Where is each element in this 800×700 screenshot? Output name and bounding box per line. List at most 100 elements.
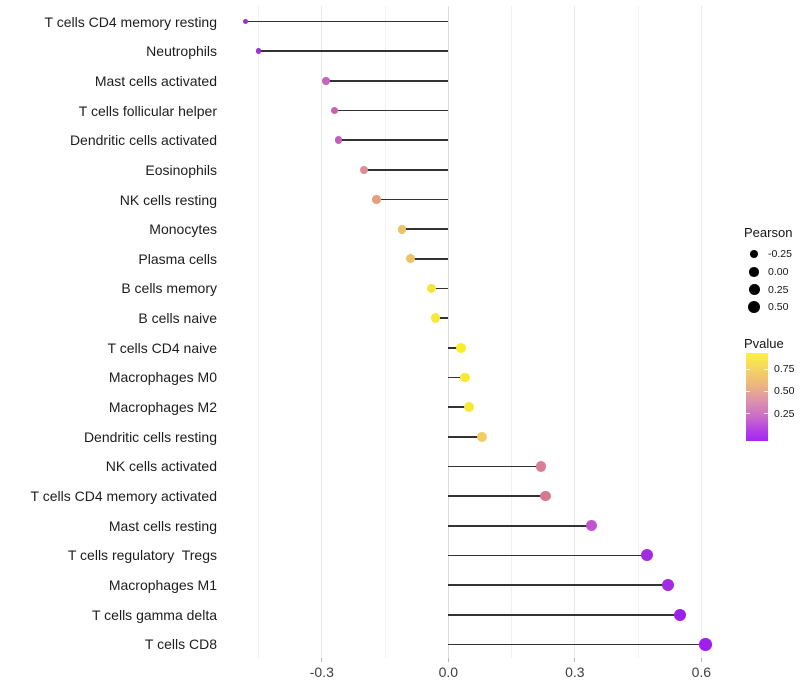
lollipop-dot bbox=[426, 283, 437, 294]
lollipop-stem bbox=[448, 347, 461, 349]
lollipop-stem bbox=[258, 50, 449, 52]
lollipop-stem bbox=[410, 258, 449, 260]
legend-pvalue-title: Pvalue bbox=[744, 336, 784, 351]
legend-size-label: -0.25 bbox=[768, 248, 792, 260]
x-axis-tick-mark bbox=[447, 658, 449, 662]
legend-size-label: 0.50 bbox=[768, 301, 789, 314]
lollipop-dot bbox=[243, 18, 249, 25]
colorbar-tick bbox=[764, 412, 768, 415]
colorbar-tick-label: 0.25 bbox=[774, 407, 795, 420]
colorbar-tick bbox=[746, 412, 750, 415]
lollipop-stem bbox=[435, 317, 449, 319]
x-axis-tick-label: 0.0 bbox=[438, 664, 459, 680]
category-label: T cells CD4 naive bbox=[107, 339, 217, 356]
lollipop-dot bbox=[477, 431, 487, 442]
lollipop-stem bbox=[448, 406, 470, 408]
lollipop-dot bbox=[372, 195, 381, 204]
lollipop-stem bbox=[448, 495, 546, 497]
lollipop-dot bbox=[330, 106, 339, 115]
lollipop-dot bbox=[431, 313, 441, 323]
colorbar-tick bbox=[746, 368, 750, 371]
colorbar-tick bbox=[764, 390, 768, 393]
legend-size-dot bbox=[747, 301, 761, 314]
lollipop-dot bbox=[359, 165, 369, 174]
x-axis-tick-label: 0.3 bbox=[565, 664, 585, 680]
legend-size-dot bbox=[750, 250, 758, 258]
lollipop-dot bbox=[586, 520, 598, 532]
lollipop-stem bbox=[448, 614, 681, 616]
category-label: Macrophages M1 bbox=[108, 577, 217, 593]
category-label: NK cells resting bbox=[119, 191, 217, 208]
lollipop-stem bbox=[448, 436, 482, 438]
category-label: T cells regulatory Tregs bbox=[67, 547, 217, 564]
gridline-minor bbox=[511, 6, 513, 658]
lollipop-dot bbox=[322, 77, 330, 85]
gridline-major bbox=[321, 6, 323, 658]
category-label: Mast cells resting bbox=[108, 517, 217, 534]
category-label: Neutrophils bbox=[146, 43, 217, 60]
legend-pearson-title: Pearson bbox=[744, 225, 793, 240]
lollipop-dot bbox=[674, 608, 687, 621]
lollipop-dot bbox=[255, 48, 262, 54]
category-label: Dendritic cells activated bbox=[69, 132, 217, 149]
lollipop-stem bbox=[448, 643, 706, 646]
legend-size-dot bbox=[748, 284, 760, 296]
category-label: T cells gamma delta bbox=[91, 606, 217, 623]
legend-size-label: 0.00 bbox=[768, 265, 789, 278]
lollipop-dot bbox=[464, 402, 475, 412]
lollipop-stem bbox=[334, 109, 449, 112]
lollipop-dot bbox=[640, 549, 653, 562]
category-label: T cells CD4 memory resting bbox=[44, 13, 217, 30]
category-label: Macrophages M0 bbox=[108, 369, 217, 386]
gridline-major bbox=[700, 6, 702, 658]
colorbar-tick-label: 0.50 bbox=[774, 385, 795, 398]
x-axis-tick-label: -0.3 bbox=[309, 664, 334, 680]
colorbar-tick-label: 0.75 bbox=[774, 363, 795, 376]
lollipop-stem bbox=[338, 139, 449, 141]
lollipop-dot bbox=[699, 638, 712, 651]
category-label: Macrophages M2 bbox=[108, 399, 217, 416]
lollipop-stem bbox=[448, 584, 668, 586]
category-label: B cells memory bbox=[121, 280, 217, 297]
category-label: T cells follicular helper bbox=[78, 102, 217, 119]
lollipop-dot bbox=[456, 342, 466, 353]
x-axis-tick-label: 0.6 bbox=[691, 664, 712, 680]
category-label: T cells CD8 bbox=[144, 636, 217, 653]
lollipop-dot bbox=[460, 372, 471, 383]
colorbar-tick bbox=[764, 368, 768, 371]
lollipop-stem bbox=[326, 80, 449, 82]
gridline-minor bbox=[637, 6, 639, 658]
lollipop-dot bbox=[334, 136, 343, 144]
lollipop-stem bbox=[448, 525, 592, 527]
lollipop-stem bbox=[376, 198, 449, 201]
gridline-major bbox=[574, 6, 576, 658]
lollipop-stem bbox=[364, 169, 449, 171]
category-label: Dendritic cells resting bbox=[83, 428, 217, 445]
legend-size-label: 0.25 bbox=[768, 283, 789, 296]
lollipop-stem bbox=[431, 287, 449, 290]
lollipop-stem bbox=[401, 228, 449, 230]
lollipop-stem bbox=[245, 20, 449, 23]
x-axis-tick-mark bbox=[574, 658, 576, 662]
category-label: NK cells activated bbox=[105, 458, 217, 475]
lollipop-stem bbox=[448, 554, 647, 557]
category-label: Monocytes bbox=[149, 221, 217, 238]
category-label: Plasma cells bbox=[138, 250, 217, 267]
gridline-minor bbox=[258, 6, 259, 658]
lollipop-dot bbox=[397, 224, 407, 234]
legend-size-dot bbox=[749, 267, 759, 277]
lollipop-dot bbox=[405, 254, 415, 264]
lollipop-stem bbox=[448, 465, 542, 468]
category-label: T cells CD4 memory activated bbox=[30, 488, 217, 505]
pvalue-colorbar bbox=[746, 353, 768, 441]
lollipop-dot bbox=[539, 490, 551, 502]
x-axis-tick-mark bbox=[700, 658, 702, 662]
gridline-zero bbox=[447, 6, 450, 658]
category-label: Mast cells activated bbox=[94, 72, 217, 89]
lollipop-dot bbox=[535, 461, 547, 472]
lollipop-dot bbox=[661, 578, 674, 592]
category-label: B cells naive bbox=[138, 310, 217, 327]
x-axis-tick-mark bbox=[321, 658, 323, 662]
colorbar-tick bbox=[746, 390, 750, 393]
